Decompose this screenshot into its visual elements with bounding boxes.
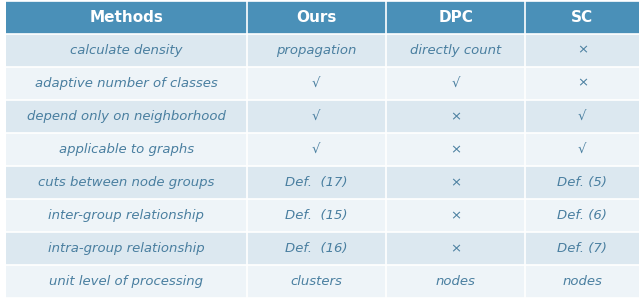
FancyBboxPatch shape — [6, 1, 246, 34]
Text: ×: × — [450, 209, 461, 222]
FancyBboxPatch shape — [525, 67, 639, 100]
FancyBboxPatch shape — [6, 100, 246, 133]
FancyBboxPatch shape — [525, 100, 639, 133]
FancyBboxPatch shape — [525, 232, 639, 265]
FancyBboxPatch shape — [525, 133, 639, 166]
Text: SC: SC — [572, 10, 593, 25]
FancyBboxPatch shape — [525, 166, 639, 199]
Text: √: √ — [451, 77, 460, 90]
Text: √: √ — [312, 110, 321, 123]
FancyBboxPatch shape — [386, 232, 525, 265]
FancyBboxPatch shape — [525, 1, 639, 34]
FancyBboxPatch shape — [246, 265, 386, 298]
Text: ×: × — [577, 77, 588, 90]
FancyBboxPatch shape — [386, 100, 525, 133]
FancyBboxPatch shape — [6, 133, 246, 166]
Text: unit level of processing: unit level of processing — [49, 275, 204, 288]
FancyBboxPatch shape — [525, 34, 639, 67]
FancyBboxPatch shape — [386, 34, 525, 67]
Text: √: √ — [312, 77, 321, 90]
Text: ×: × — [450, 176, 461, 189]
Text: cuts between node groups: cuts between node groups — [38, 176, 214, 189]
Text: ×: × — [450, 143, 461, 156]
Text: directly count: directly count — [410, 44, 501, 57]
Text: applicable to graphs: applicable to graphs — [59, 143, 194, 156]
Text: ×: × — [577, 44, 588, 57]
FancyBboxPatch shape — [525, 199, 639, 232]
Text: Methods: Methods — [90, 10, 163, 25]
FancyBboxPatch shape — [246, 199, 386, 232]
Text: Ours: Ours — [296, 10, 337, 25]
FancyBboxPatch shape — [246, 34, 386, 67]
Text: √: √ — [578, 110, 586, 123]
Text: propagation: propagation — [276, 44, 356, 57]
Text: Def. (7): Def. (7) — [557, 242, 607, 255]
Text: nodes: nodes — [436, 275, 476, 288]
FancyBboxPatch shape — [246, 1, 386, 34]
FancyBboxPatch shape — [6, 265, 246, 298]
FancyBboxPatch shape — [246, 166, 386, 199]
FancyBboxPatch shape — [246, 133, 386, 166]
Text: adaptive number of classes: adaptive number of classes — [35, 77, 218, 90]
FancyBboxPatch shape — [386, 67, 525, 100]
Text: ×: × — [450, 242, 461, 255]
FancyBboxPatch shape — [246, 67, 386, 100]
Text: intra-group relationship: intra-group relationship — [48, 242, 205, 255]
Text: √: √ — [312, 143, 321, 156]
FancyBboxPatch shape — [6, 67, 246, 100]
FancyBboxPatch shape — [386, 1, 525, 34]
FancyBboxPatch shape — [386, 199, 525, 232]
Text: ×: × — [450, 110, 461, 123]
Text: clusters: clusters — [291, 275, 342, 288]
Text: Def.  (17): Def. (17) — [285, 176, 348, 189]
FancyBboxPatch shape — [246, 100, 386, 133]
Text: DPC: DPC — [438, 10, 473, 25]
FancyBboxPatch shape — [6, 199, 246, 232]
Text: depend only on neighborhood: depend only on neighborhood — [27, 110, 226, 123]
FancyBboxPatch shape — [525, 265, 639, 298]
Text: Def. (5): Def. (5) — [557, 176, 607, 189]
FancyBboxPatch shape — [386, 166, 525, 199]
FancyBboxPatch shape — [386, 265, 525, 298]
FancyBboxPatch shape — [386, 133, 525, 166]
Text: Def. (6): Def. (6) — [557, 209, 607, 222]
Text: Def.  (15): Def. (15) — [285, 209, 348, 222]
Text: nodes: nodes — [563, 275, 602, 288]
Text: inter-group relationship: inter-group relationship — [48, 209, 204, 222]
FancyBboxPatch shape — [6, 166, 246, 199]
FancyBboxPatch shape — [6, 34, 246, 67]
Text: calculate density: calculate density — [70, 44, 182, 57]
FancyBboxPatch shape — [246, 232, 386, 265]
FancyBboxPatch shape — [6, 232, 246, 265]
Text: Def.  (16): Def. (16) — [285, 242, 348, 255]
Text: √: √ — [578, 143, 586, 156]
